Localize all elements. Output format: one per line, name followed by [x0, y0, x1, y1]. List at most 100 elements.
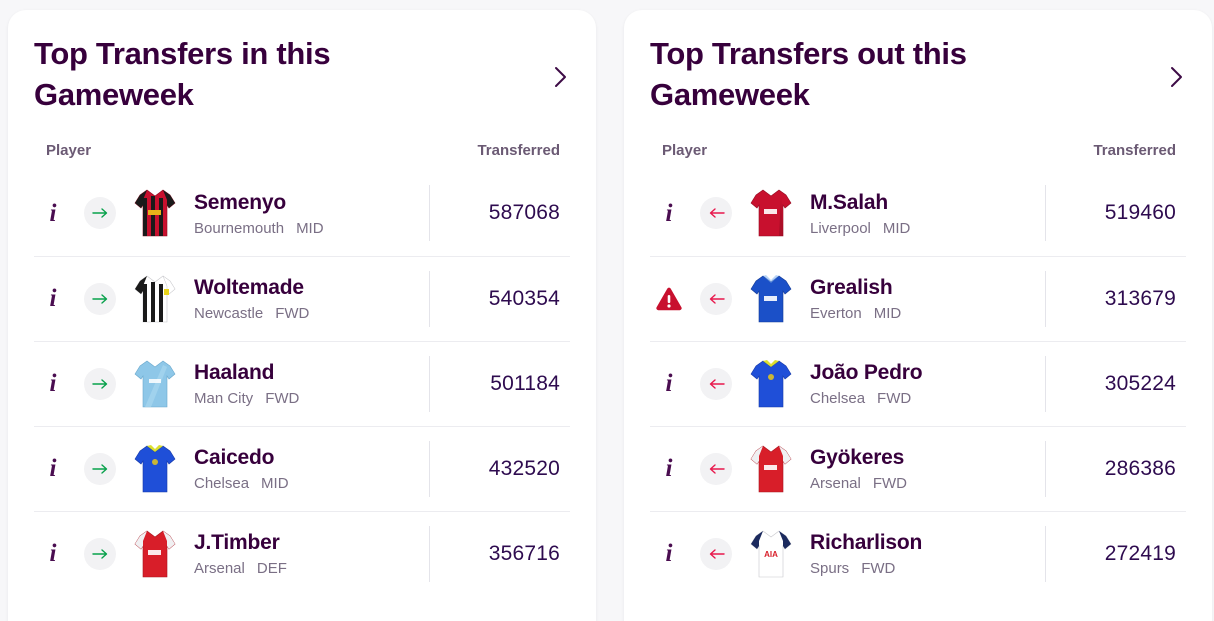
player-sub: Chelsea MID — [194, 475, 429, 492]
info-icon-glyph: i — [665, 199, 673, 227]
info-icon[interactable]: i — [34, 456, 72, 481]
table-row[interactable]: i Semenyo — [34, 171, 570, 256]
info-icon[interactable]: i — [650, 201, 688, 226]
info-icon[interactable]: i — [650, 456, 688, 481]
arrow-left-icon[interactable] — [700, 197, 732, 230]
table-row[interactable]: Grealish Everton MID 313679 — [650, 255, 1186, 341]
player-sub: Newcastle FWD — [194, 305, 429, 322]
table-row[interactable]: i J.Timber Arsenal — [34, 510, 570, 596]
info-icon[interactable]: i — [34, 286, 72, 311]
table-row[interactable]: i M.Salah Liverpool MID — [650, 171, 1186, 256]
row-divider — [429, 440, 430, 497]
player-sub: Bournemouth MID — [194, 220, 429, 237]
table-row[interactable]: i AIA Richarlison Spurs — [650, 510, 1186, 596]
player-meta: Woltemade Newcastle FWD — [178, 275, 429, 322]
transferred-count: 501184 — [490, 371, 560, 395]
arrow-right-icon[interactable] — [84, 537, 116, 570]
warning-icon[interactable] — [650, 286, 688, 312]
page-title-out: Top Transfers out this Gameweek — [650, 36, 967, 112]
arrow-right-icon[interactable] — [84, 367, 116, 400]
arrow-left-icon[interactable] — [700, 282, 732, 315]
card-header-out: Top Transfers out this Gameweek — [624, 10, 1212, 116]
chevron-right-icon-out[interactable] — [1164, 64, 1190, 90]
transferred-count: 313679 — [1104, 286, 1176, 310]
column-header-player-in: Player — [46, 141, 92, 159]
player-position: FWD — [275, 305, 310, 323]
row-divider — [1045, 440, 1046, 497]
player-name: J.Timber — [194, 531, 280, 555]
kit-bournemouth-icon — [132, 185, 178, 241]
player-sub: Arsenal FWD — [810, 475, 1045, 492]
player-team: Bournemouth — [194, 219, 285, 237]
kit-liverpool-icon — [748, 185, 794, 241]
arrow-right-icon[interactable] — [84, 452, 116, 485]
player-sub: Liverpool MID — [810, 220, 1045, 237]
player-name: Semenyo — [194, 190, 286, 214]
player-position: MID — [873, 305, 902, 323]
player-name: Haaland — [194, 361, 275, 385]
player-team: Chelsea — [194, 475, 250, 493]
player-team: Spurs — [810, 560, 850, 578]
table-row[interactable]: i Woltemade — [34, 255, 570, 341]
table-row[interactable]: i João Pedro Chelsea FWD — [650, 340, 1186, 426]
info-icon-glyph: i — [49, 370, 57, 398]
arrow-right-icon[interactable] — [84, 197, 116, 230]
info-icon-glyph: i — [665, 540, 673, 568]
kit-arsenal-icon — [132, 526, 178, 582]
chevron-right-icon-in[interactable] — [548, 64, 574, 90]
player-meta: João Pedro Chelsea FWD — [794, 360, 1045, 407]
row-divider — [429, 270, 430, 327]
row-divider — [429, 185, 430, 242]
info-icon-glyph: i — [665, 455, 673, 483]
kit-spurs-icon: AIA — [748, 526, 794, 582]
table-row[interactable]: i Haaland Man City FWD — [34, 340, 570, 426]
player-name: Gyökeres — [810, 446, 905, 470]
info-icon-glyph: i — [665, 370, 673, 398]
column-header-transferred-in: Transferred — [477, 141, 560, 159]
row-divider — [1045, 270, 1046, 327]
transferred-count: 540354 — [488, 286, 560, 310]
arrow-right-icon[interactable] — [84, 282, 116, 315]
transferred-count: 305224 — [1104, 371, 1176, 395]
arrow-left-icon[interactable] — [700, 452, 732, 485]
kit-newcastle-icon — [132, 271, 178, 327]
transfers-in-card: Top Transfers in this Gameweek Player Tr… — [8, 10, 596, 621]
player-meta: J.Timber Arsenal DEF — [178, 530, 429, 577]
arrow-left-icon[interactable] — [700, 537, 732, 570]
info-icon-glyph: i — [49, 285, 57, 313]
player-name: Grealish — [810, 276, 893, 300]
player-position: MID — [261, 475, 289, 493]
svg-text:AIA: AIA — [764, 550, 778, 559]
player-position: FWD — [872, 475, 908, 493]
info-icon[interactable]: i — [650, 541, 688, 566]
info-icon[interactable]: i — [34, 371, 72, 396]
page-title-in: Top Transfers in this Gameweek — [34, 36, 331, 112]
player-position: FWD — [265, 390, 300, 408]
kit-chelsea-icon — [132, 441, 178, 497]
info-icon-glyph: i — [49, 199, 57, 227]
player-meta: Semenyo Bournemouth MID — [178, 190, 429, 237]
player-team: Arsenal — [194, 560, 245, 578]
info-icon[interactable]: i — [34, 201, 72, 226]
player-position: DEF — [256, 560, 287, 578]
table-row[interactable]: i Gyökeres Arsenal — [650, 425, 1186, 511]
player-meta: Richarlison Spurs FWD — [794, 530, 1045, 577]
player-name: João Pedro — [810, 361, 923, 385]
player-team: Man City — [194, 390, 254, 408]
arrow-left-icon[interactable] — [700, 367, 732, 400]
transfers-out-list: i M.Salah Liverpool MID — [624, 171, 1212, 596]
transfers-out-card: Top Transfers out this Gameweek Player T… — [624, 10, 1212, 621]
transfers-in-list: i Semenyo — [8, 171, 596, 596]
kit-everton-icon — [748, 271, 794, 327]
player-name: Richarlison — [810, 531, 923, 555]
player-sub: Everton MID — [810, 305, 1045, 322]
kit-mancity-icon — [132, 356, 178, 412]
info-icon[interactable]: i — [650, 371, 688, 396]
transferred-count: 286386 — [1104, 456, 1176, 480]
table-row[interactable]: i Caicedo Chelsea MID — [34, 425, 570, 511]
player-position: MID — [882, 219, 911, 237]
player-meta: Haaland Man City FWD — [178, 360, 429, 407]
info-icon[interactable]: i — [34, 541, 72, 566]
player-sub: Chelsea FWD — [810, 390, 1045, 407]
